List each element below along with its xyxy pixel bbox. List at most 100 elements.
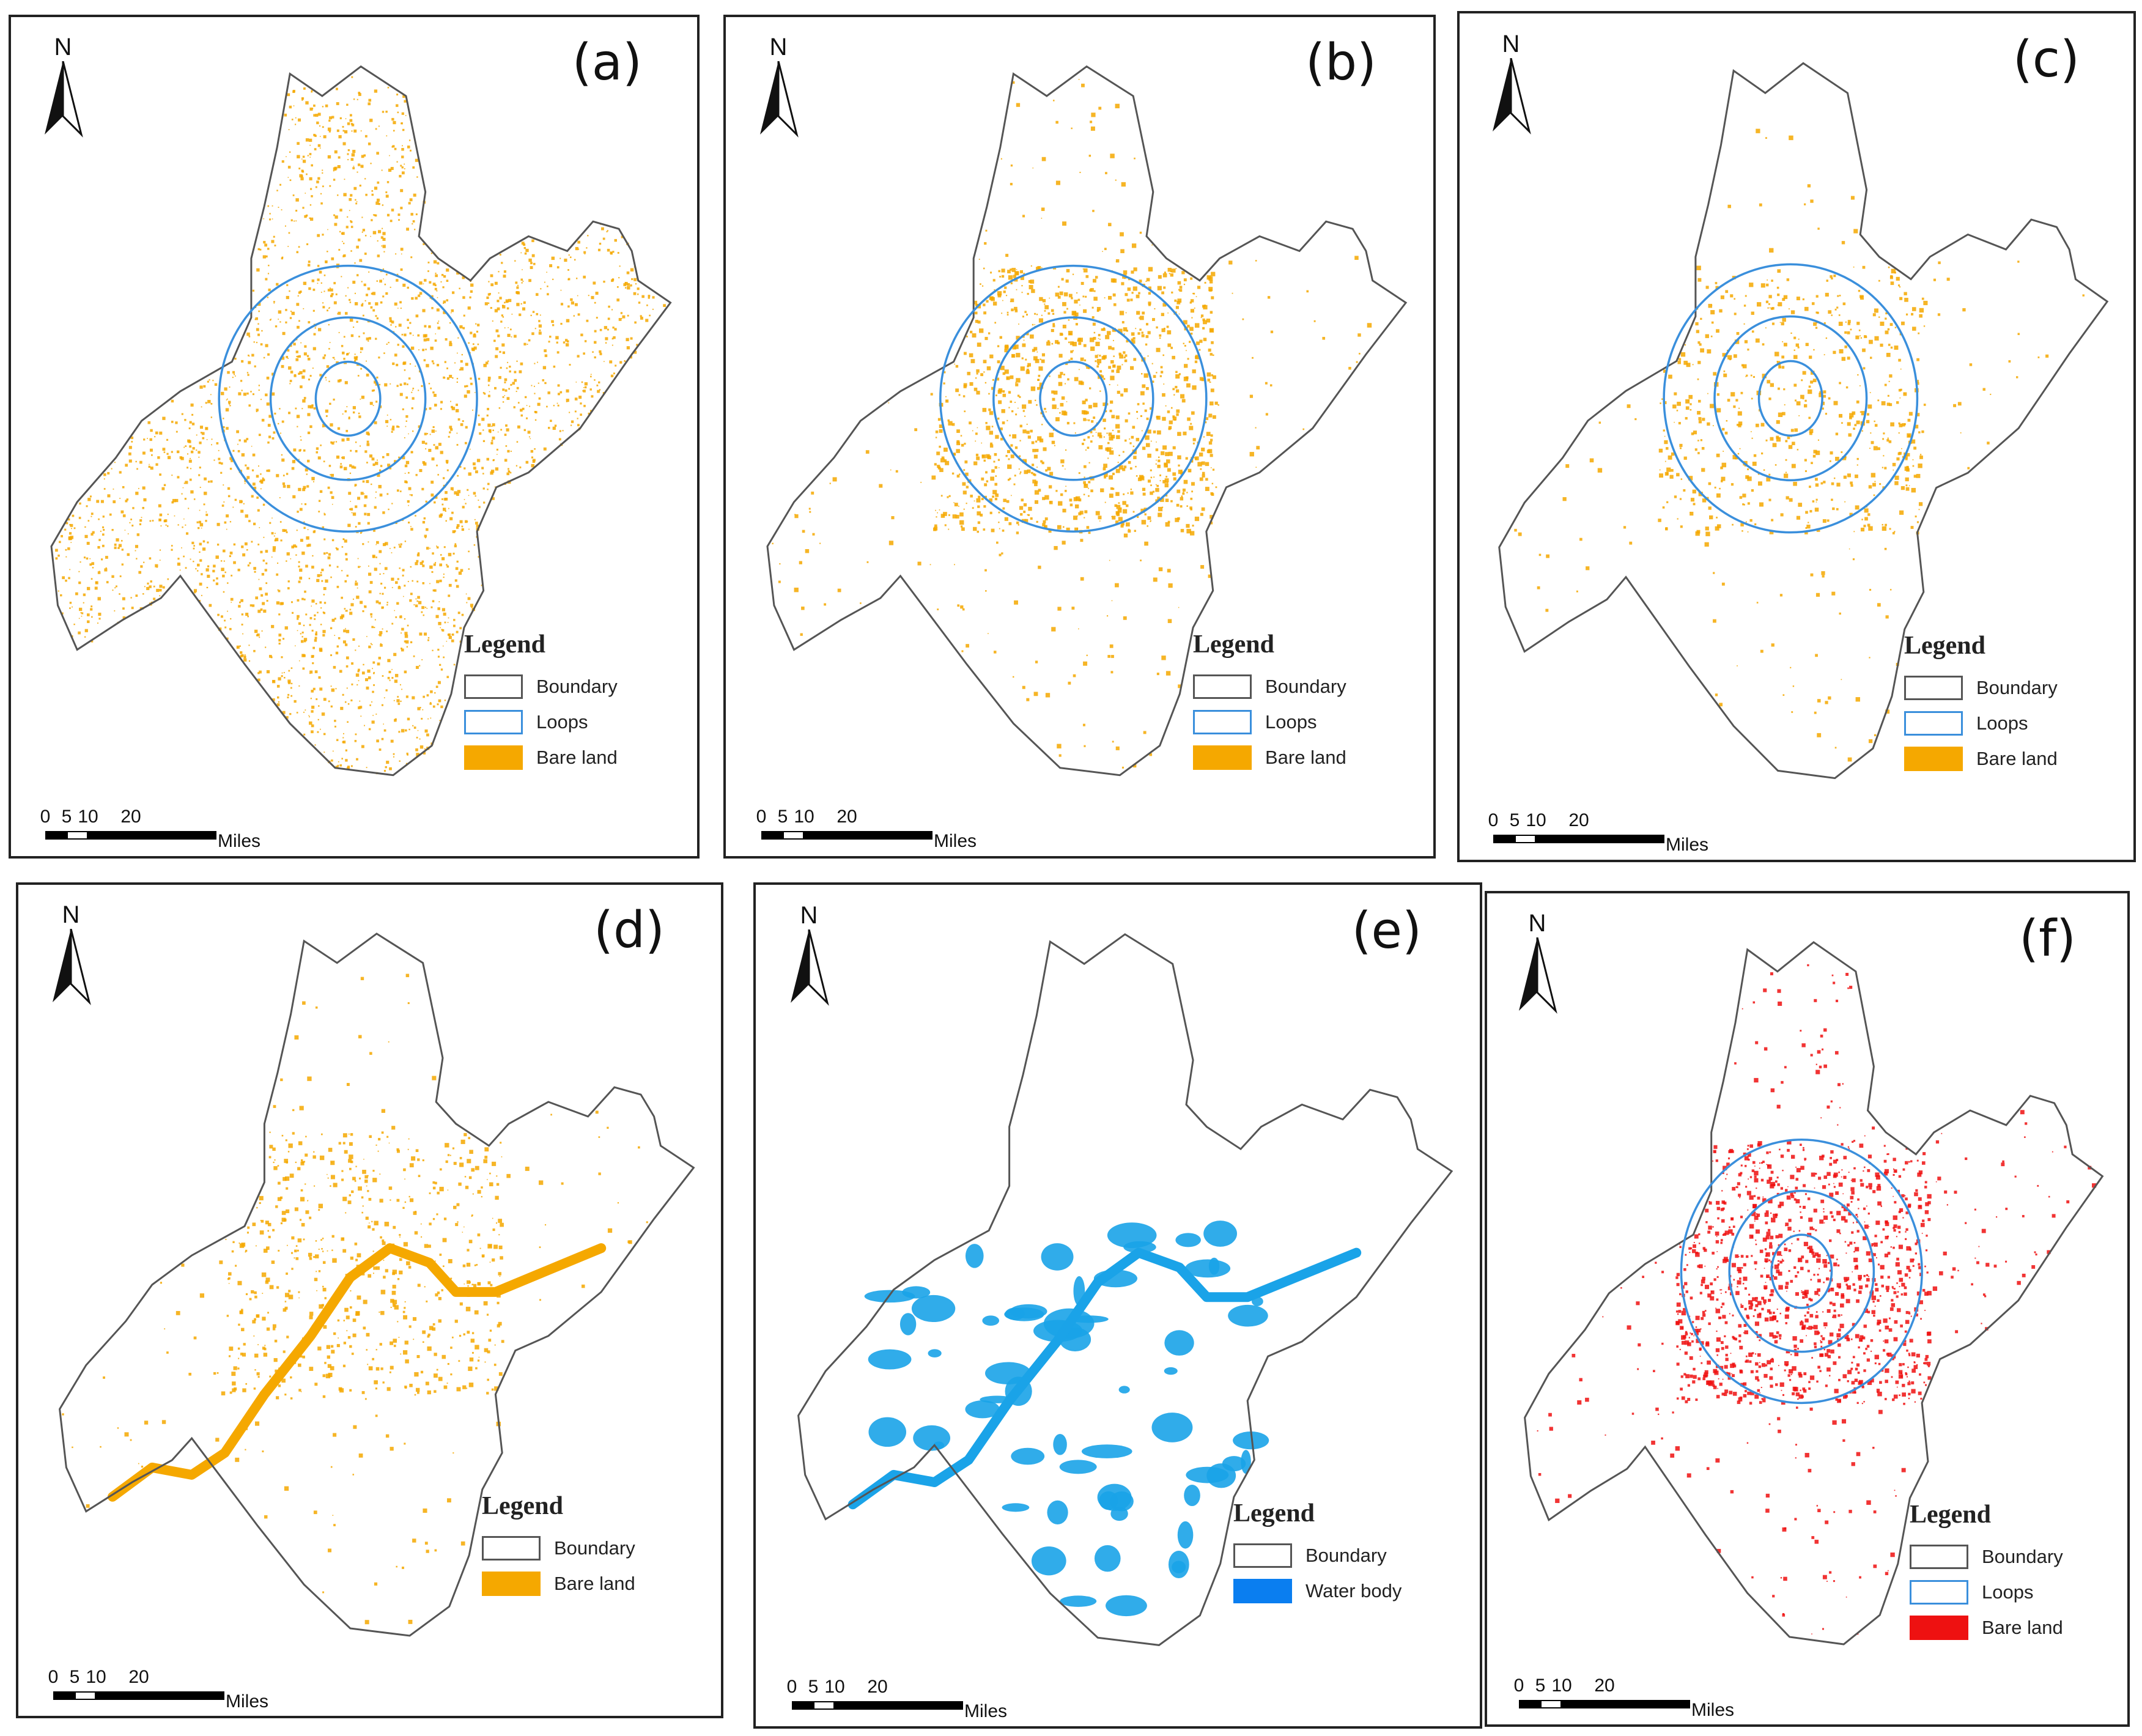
north-arrow: N	[39, 34, 87, 138]
panel-label: (f)	[2019, 910, 2076, 968]
north-arrow-icon	[791, 929, 829, 1006]
scale-segment	[835, 1701, 877, 1710]
legend-swatch-boundary	[482, 1536, 541, 1561]
loop-road-1	[1663, 263, 1919, 534]
scale-units: Miles	[218, 831, 261, 851]
legend-label: Boundary	[536, 676, 618, 697]
scale-bar: 0 5 10 20 Miles	[1488, 810, 1708, 855]
scale-tick: 5	[69, 1667, 80, 1687]
scale-segment	[1493, 835, 1515, 843]
legend-item: Bare land	[1910, 1610, 2063, 1646]
loop-road-3	[1770, 1233, 1833, 1309]
north-letter: N	[62, 901, 80, 928]
north-letter: N	[800, 902, 818, 929]
north-arrow: N	[1486, 31, 1535, 135]
loop-road-3	[314, 360, 382, 437]
scale-tick: 5	[61, 807, 72, 827]
scale-bar: 0 5 10 20 Miles	[40, 807, 260, 851]
legend-label: Boundary	[554, 1537, 635, 1559]
scale-tick: 5	[1535, 1675, 1546, 1696]
bare-land-layer	[772, 79, 1372, 769]
scale-tick: 5	[777, 807, 788, 827]
legend: Legend Boundary Loops Bare land	[1193, 630, 1346, 775]
scale-tick: 20	[120, 807, 141, 827]
scale-units: Miles	[226, 1691, 269, 1712]
legend-label: Loops	[536, 711, 588, 733]
scale-tick: 10	[1551, 1675, 1572, 1696]
scale-tick: 20	[836, 807, 857, 827]
legend-label: Boundary	[1306, 1545, 1387, 1566]
scale-segment	[761, 831, 783, 840]
scale-segment	[96, 1691, 139, 1700]
legend-label: Bare land	[554, 1573, 635, 1594]
north-arrow-icon	[53, 929, 91, 1005]
legend-label: Boundary	[1976, 677, 2058, 698]
panel-label: (b)	[1305, 34, 1376, 92]
legend-swatch-boundary	[1233, 1543, 1292, 1568]
legend-item: Boundary	[1910, 1539, 2063, 1575]
legend-title: Legend	[464, 630, 546, 659]
map-panel-f: (f) N Legend Boundary Loops Bare land 0 5 10 20 Mi…	[1485, 891, 2130, 1727]
map-panel-a: (a) N Legend Boundary Loops Bare land 0 5 10 20 Mi…	[9, 15, 700, 859]
scale-segment	[53, 1691, 75, 1700]
legend-label: Water body	[1306, 1580, 1402, 1601]
north-arrow: N	[754, 34, 803, 138]
map-svg	[1498, 62, 2109, 780]
legend-label: Bare land	[1982, 1617, 2063, 1638]
legend-label: Loops	[1265, 711, 1317, 733]
north-letter: N	[54, 34, 72, 61]
panel-label: (e)	[1351, 902, 1422, 960]
scale-units: Miles	[934, 831, 977, 851]
scale-tick: 10	[794, 807, 814, 827]
scale-tick: 0	[1513, 1675, 1524, 1696]
scale-segment	[1579, 835, 1664, 843]
legend-label: Loops	[1976, 712, 2028, 734]
north-letter: N	[1502, 31, 1520, 57]
map-panel-c: (c) N Legend Boundary Loops Bare land 0 5 10 20 Mi…	[1457, 11, 2136, 862]
loop-road-2	[1713, 315, 1868, 482]
legend-title: Legend	[1193, 630, 1275, 659]
water-body-layer	[864, 1221, 1269, 1617]
scale-segment	[783, 831, 804, 840]
scale-bar: 0 5 10 20 Miles	[48, 1667, 268, 1712]
legend-item: Bare land	[1193, 740, 1346, 775]
scale-bar: 0 5 10 20 Miles	[787, 1677, 1007, 1721]
scale-tick: 0	[1488, 810, 1499, 830]
scale-segment	[792, 1701, 813, 1710]
panel-label: (a)	[572, 34, 642, 92]
legend-swatch-loops	[1904, 711, 1963, 736]
loop-road-1	[939, 264, 1208, 533]
scale-segment	[804, 831, 847, 840]
north-arrow: N	[785, 902, 833, 1006]
scale-segment	[813, 1701, 835, 1710]
scale-segment	[67, 831, 88, 840]
scale-segment	[1605, 1700, 1690, 1708]
map-svg	[50, 65, 672, 777]
scale-tick: 0	[786, 1677, 797, 1697]
legend-item: Water body	[1233, 1573, 1402, 1609]
bare-land-layer	[55, 76, 666, 775]
north-arrow: N	[46, 901, 95, 1005]
scale-segment	[1562, 1700, 1605, 1708]
scale-segment	[847, 831, 933, 840]
boundary-outline	[1498, 62, 2109, 780]
legend-label: Bare land	[1265, 747, 1346, 768]
scale-segment	[88, 831, 131, 840]
legend-label: Bare land	[1976, 748, 2058, 769]
scale-tick: 0	[48, 1667, 59, 1687]
scale-segment	[1519, 1700, 1540, 1708]
scale-tick: 5	[808, 1677, 819, 1697]
map-svg	[1524, 941, 2104, 1646]
river	[108, 1243, 607, 1502]
scale-segment	[1536, 835, 1579, 843]
scale-segment	[1515, 835, 1536, 843]
scale-segment	[75, 1691, 96, 1700]
scale-tick: 5	[1509, 810, 1520, 830]
legend-item: Boundary	[1904, 670, 2058, 706]
legend-swatch-bare	[1193, 745, 1252, 770]
scale-bar: 0 5 10 20 Miles	[1514, 1675, 1734, 1720]
legend: Legend Boundary Loops Bare land	[1910, 1500, 2063, 1646]
boundary-outline	[50, 65, 672, 777]
scale-tick: 10	[1526, 810, 1546, 830]
boundary-outline	[59, 933, 695, 1637]
